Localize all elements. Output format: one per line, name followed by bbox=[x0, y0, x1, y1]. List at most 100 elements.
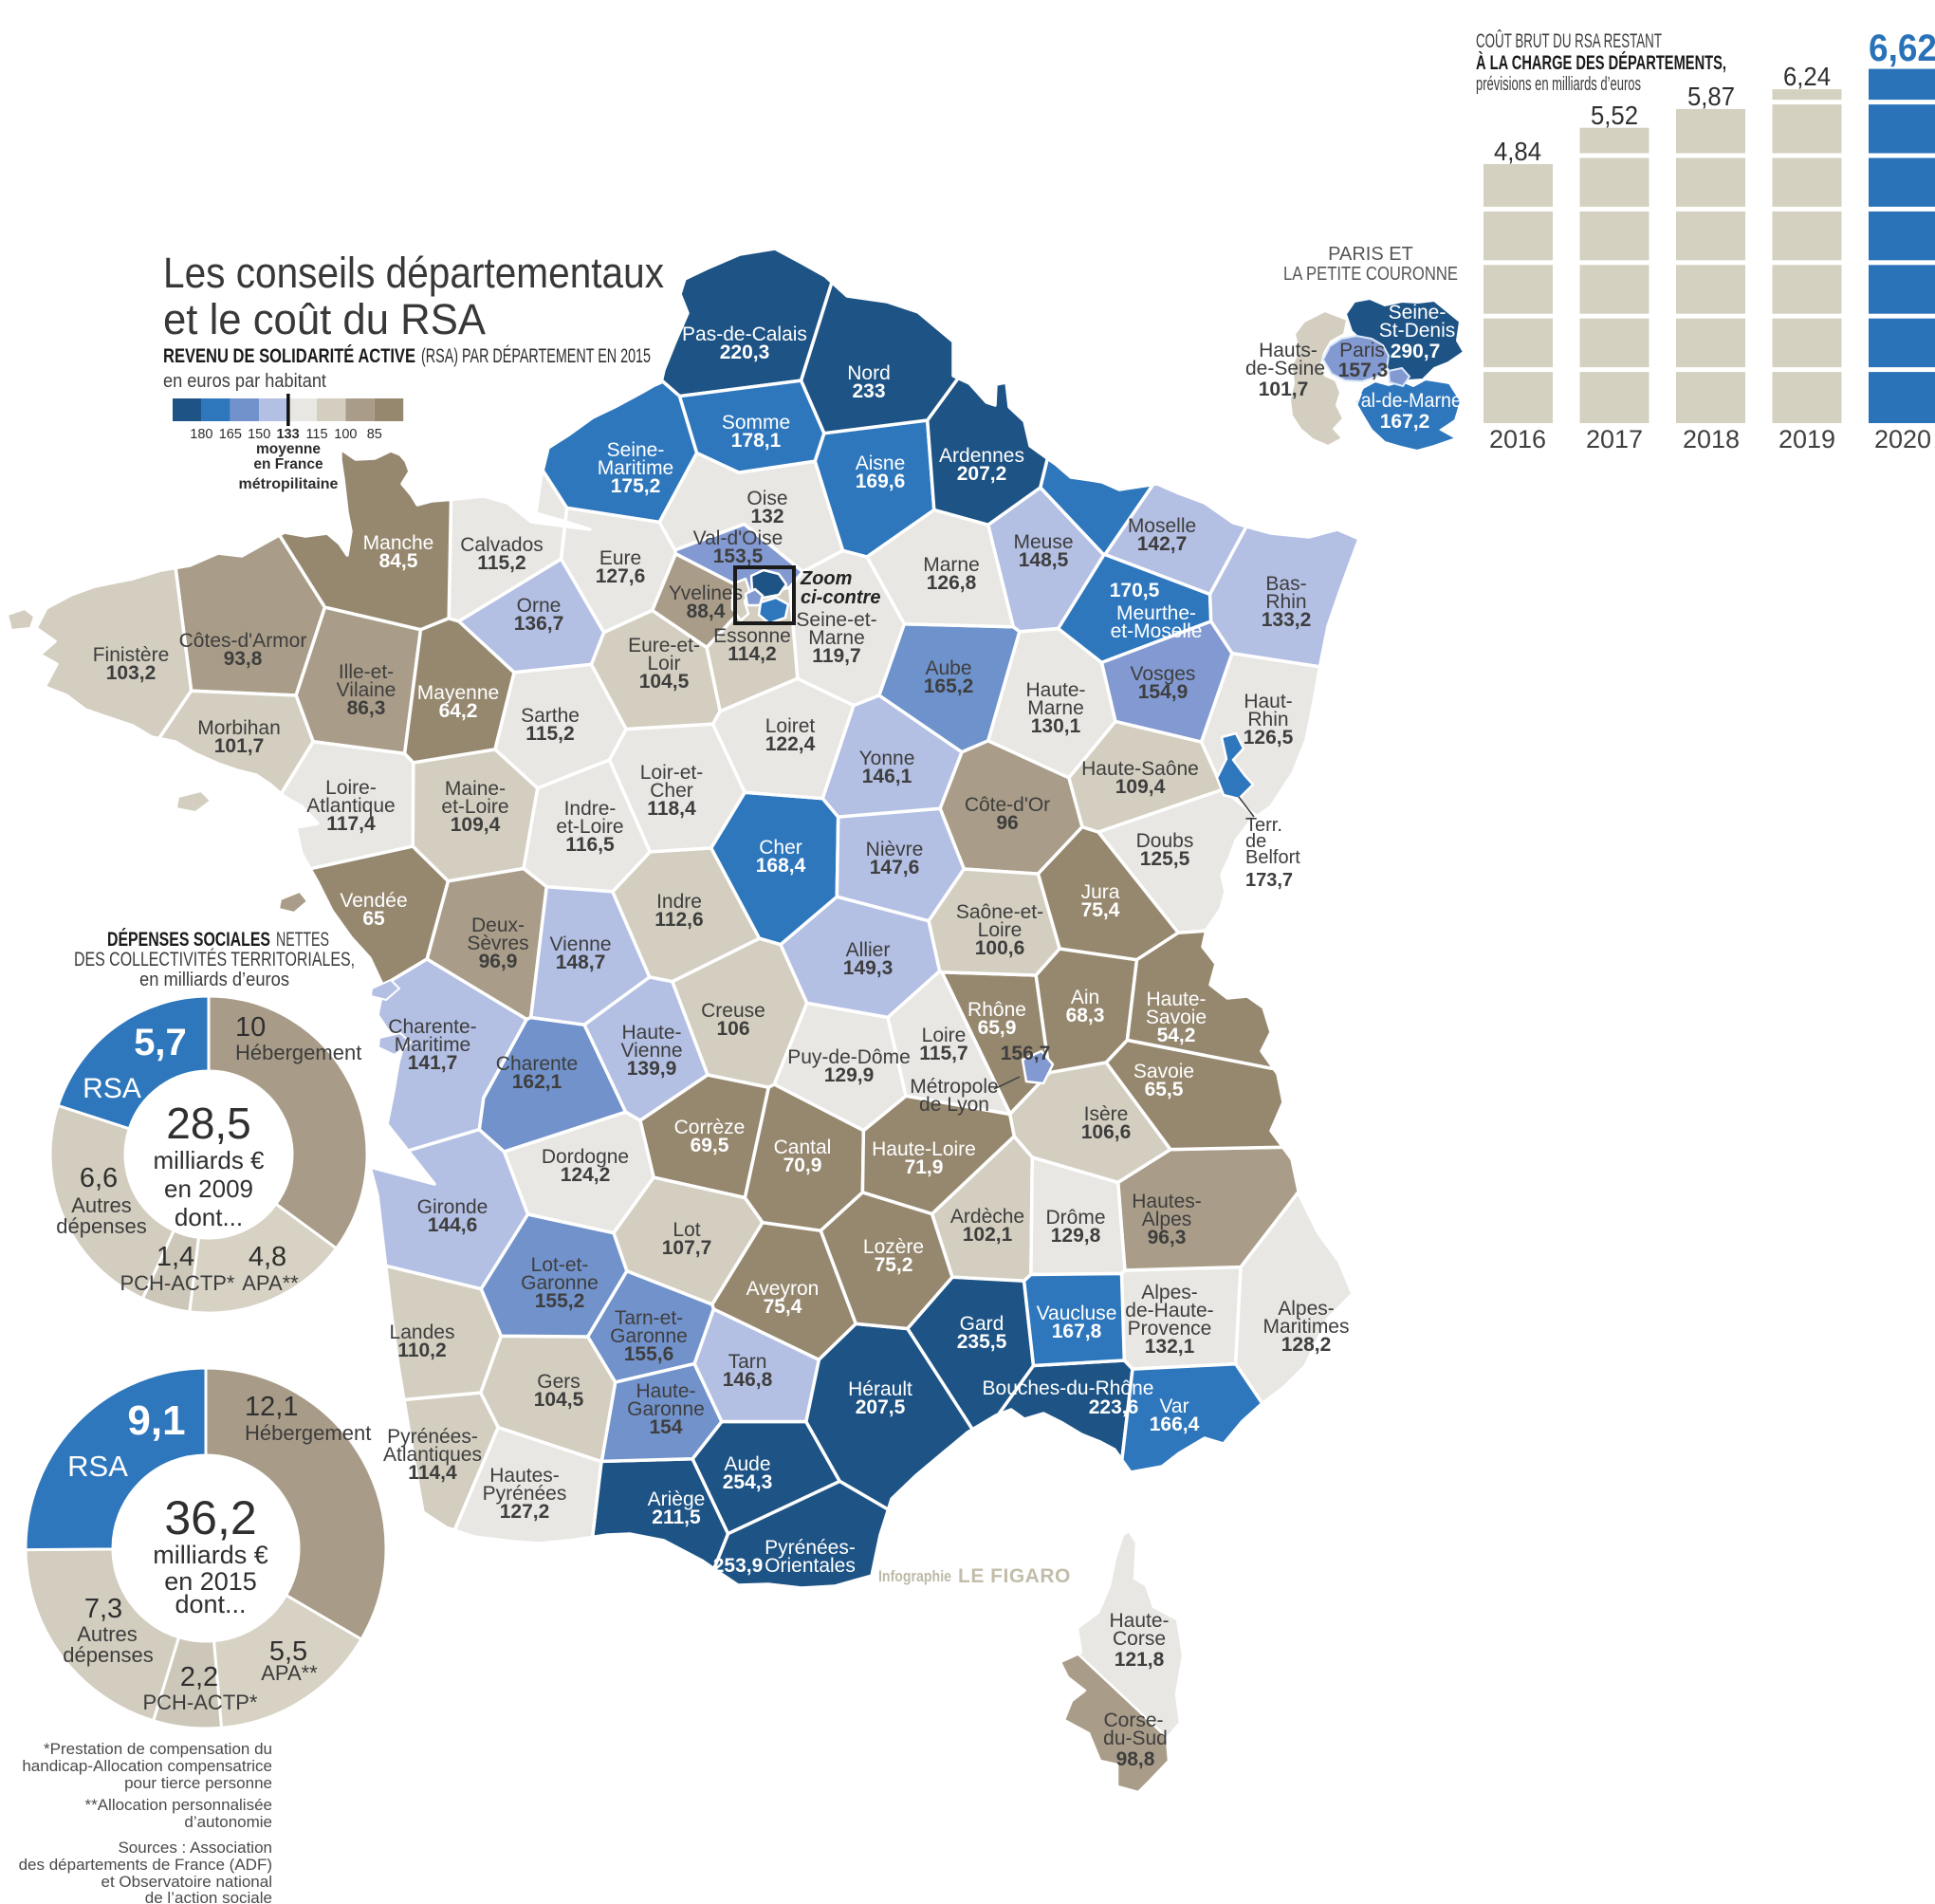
svg-text:Nord: Nord bbox=[847, 362, 891, 384]
svg-text:167,8: 167,8 bbox=[1052, 1321, 1102, 1342]
svg-text:101,7: 101,7 bbox=[214, 735, 265, 757]
svg-text:Orientales: Orientales bbox=[765, 1555, 856, 1577]
svg-text:144,6: 144,6 bbox=[428, 1214, 478, 1236]
svg-text:Lozère: Lozère bbox=[863, 1236, 924, 1258]
svg-text:Cantal: Cantal bbox=[774, 1137, 832, 1158]
svg-text:Nièvre: Nièvre bbox=[866, 839, 924, 860]
svg-text:Gers: Gers bbox=[537, 1371, 580, 1393]
svg-text:102,1: 102,1 bbox=[963, 1224, 1013, 1246]
svg-text:103,2: 103,2 bbox=[106, 662, 157, 684]
svg-text:Maine-: Maine- bbox=[445, 778, 506, 800]
svg-text:Vosges: Vosges bbox=[1131, 663, 1196, 685]
svg-text:Loire-: Loire- bbox=[325, 777, 377, 799]
svg-text:APA**: APA** bbox=[242, 1271, 299, 1295]
svg-text:PCH-ACTP*: PCH-ACTP* bbox=[142, 1691, 257, 1714]
svg-text:des départements de France (AD: des départements de France (ADF) bbox=[19, 1856, 272, 1874]
svg-text:Tarn-et-: Tarn-et- bbox=[615, 1307, 683, 1329]
svg-text:Pyrénées-: Pyrénées- bbox=[387, 1426, 478, 1448]
svg-text:Terr.: Terr. bbox=[1245, 815, 1282, 836]
svg-text:Aisne: Aisne bbox=[856, 453, 906, 474]
svg-text:127,6: 127,6 bbox=[596, 565, 646, 587]
svg-text:100,6: 100,6 bbox=[975, 937, 1025, 959]
svg-text:150: 150 bbox=[248, 427, 270, 442]
svg-text:Haute-: Haute- bbox=[1146, 989, 1206, 1010]
svg-text:LA PETITE COURONNE: LA PETITE COURONNE bbox=[1283, 264, 1458, 285]
svg-text:dépenses: dépenses bbox=[63, 1643, 153, 1667]
svg-text:68,3: 68,3 bbox=[1066, 1005, 1105, 1026]
svg-text:132,1: 132,1 bbox=[1145, 1336, 1195, 1358]
svg-text:métropilitaine: métropilitaine bbox=[239, 476, 339, 492]
svg-text:RSA: RSA bbox=[67, 1450, 128, 1483]
svg-text:handicap-Allocation compensatr: handicap-Allocation compensatrice bbox=[22, 1757, 272, 1775]
svg-text:Sèvres: Sèvres bbox=[467, 933, 528, 954]
svg-text:155,6: 155,6 bbox=[624, 1343, 674, 1365]
svg-text:Belfort: Belfort bbox=[1245, 847, 1300, 868]
svg-text:Saône-et-: Saône-et- bbox=[956, 901, 1043, 923]
svg-text:Landes: Landes bbox=[390, 1322, 455, 1343]
svg-text:Corrèze: Corrèze bbox=[674, 1117, 746, 1138]
svg-text:129,9: 129,9 bbox=[824, 1064, 875, 1086]
svg-text:Bouches-du-Rhône: Bouches-du-Rhône bbox=[983, 1377, 1154, 1399]
svg-text:6,24: 6,24 bbox=[1783, 62, 1831, 91]
svg-text:104,5: 104,5 bbox=[639, 671, 690, 693]
svg-text:6,6: 6,6 bbox=[80, 1163, 118, 1193]
svg-text:69,5: 69,5 bbox=[691, 1135, 729, 1156]
svg-text:et Observatoire national: et Observatoire national bbox=[101, 1873, 273, 1891]
svg-text:Sarthe: Sarthe bbox=[521, 705, 580, 727]
svg-text:70,9: 70,9 bbox=[783, 1155, 822, 1176]
svg-text:75,4: 75,4 bbox=[764, 1296, 802, 1318]
svg-text:Charente-: Charente- bbox=[388, 1016, 476, 1038]
svg-text:Creuse: Creuse bbox=[701, 1000, 765, 1022]
svg-text:88,4: 88,4 bbox=[687, 601, 726, 622]
svg-text:Garonne: Garonne bbox=[610, 1325, 688, 1347]
svg-text:Haute-: Haute- bbox=[621, 1022, 681, 1044]
svg-text:Yvelines: Yvelines bbox=[669, 582, 743, 604]
svg-text:Rhin: Rhin bbox=[1265, 591, 1306, 613]
svg-text:Maritime: Maritime bbox=[395, 1034, 471, 1056]
svg-text:en euros par habitant: en euros par habitant bbox=[163, 371, 326, 392]
svg-text:Vaucluse: Vaucluse bbox=[1037, 1303, 1117, 1324]
svg-text:À LA CHARGE DES DÉPARTEMENTS,: À LA CHARGE DES DÉPARTEMENTS, bbox=[1476, 52, 1726, 74]
svg-text:142,7: 142,7 bbox=[1137, 533, 1188, 555]
svg-text:115: 115 bbox=[305, 427, 327, 442]
svg-text:118,4: 118,4 bbox=[647, 798, 696, 820]
svg-text:Sources : Association: Sources : Association bbox=[118, 1839, 272, 1857]
svg-text:Gironde: Gironde bbox=[417, 1196, 488, 1218]
svg-text:DÉPENSES SOCIALES: DÉPENSES SOCIALES bbox=[107, 929, 270, 951]
svg-text:en 2009: en 2009 bbox=[164, 1174, 253, 1203]
svg-text:de-Haute-: de-Haute- bbox=[1125, 1300, 1213, 1322]
svg-text:147,6: 147,6 bbox=[870, 857, 920, 878]
svg-text:Orne: Orne bbox=[517, 595, 562, 617]
svg-text:109,4: 109,4 bbox=[451, 814, 501, 836]
svg-text:Jura: Jura bbox=[1081, 881, 1120, 903]
svg-text:Seine-: Seine- bbox=[1389, 302, 1447, 323]
svg-text:et-Loire: et-Loire bbox=[441, 796, 508, 818]
svg-text:Ain: Ain bbox=[1071, 987, 1099, 1008]
svg-text:133,2: 133,2 bbox=[1262, 609, 1312, 631]
svg-text:100: 100 bbox=[334, 427, 357, 442]
svg-text:124,2: 124,2 bbox=[561, 1164, 611, 1186]
svg-text:180: 180 bbox=[190, 427, 212, 442]
svg-text:Rhin: Rhin bbox=[1247, 709, 1288, 730]
svg-text:Dordogne: Dordogne bbox=[542, 1146, 629, 1168]
svg-text:Aube: Aube bbox=[925, 657, 971, 679]
svg-text:DES COLLECTIVITÉS TERRITORIALE: DES COLLECTIVITÉS TERRITORIALES, bbox=[74, 949, 355, 970]
svg-text:Meuse: Meuse bbox=[1013, 531, 1073, 553]
svg-text:LE FIGARO: LE FIGARO bbox=[958, 1565, 1071, 1587]
svg-text:125,5: 125,5 bbox=[1140, 848, 1190, 870]
svg-text:2,2: 2,2 bbox=[180, 1662, 218, 1692]
svg-text:104,5: 104,5 bbox=[534, 1389, 584, 1411]
svg-text:Infographie: Infographie bbox=[878, 1568, 951, 1585]
svg-text:Deux-: Deux- bbox=[471, 915, 525, 936]
svg-text:1,4: 1,4 bbox=[157, 1242, 194, 1272]
svg-text:98,8: 98,8 bbox=[1116, 1748, 1155, 1770]
svg-text:2017: 2017 bbox=[1586, 425, 1643, 453]
svg-text:141,7: 141,7 bbox=[408, 1052, 458, 1074]
svg-text:114,2: 114,2 bbox=[728, 643, 776, 665]
svg-text:146,8: 146,8 bbox=[723, 1369, 773, 1391]
svg-text:COÛT BRUT DU RSA RESTANT: COÛT BRUT DU RSA RESTANT bbox=[1476, 30, 1662, 52]
svg-text:en 2015: en 2015 bbox=[164, 1567, 257, 1596]
svg-text:Hautes-: Hautes- bbox=[489, 1465, 560, 1487]
svg-text:153,5: 153,5 bbox=[713, 545, 764, 567]
svg-text:107,7: 107,7 bbox=[662, 1237, 712, 1259]
